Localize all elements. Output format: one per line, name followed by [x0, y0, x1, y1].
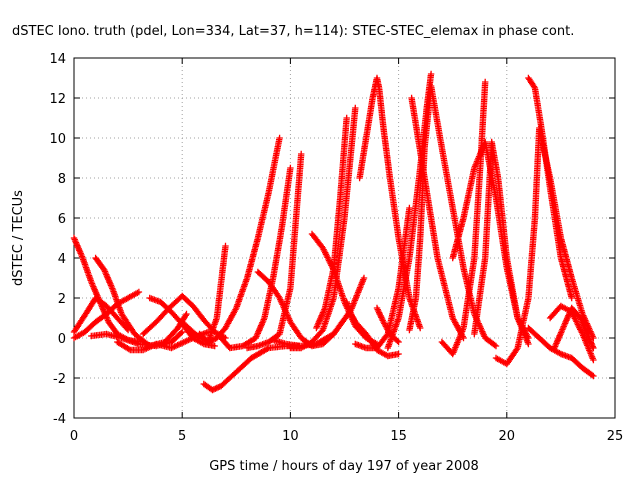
series-arc [200, 342, 303, 394]
series-markers [313, 114, 350, 332]
x-tick-label: 15 [390, 429, 407, 444]
series-markers [70, 294, 132, 336]
x-tick-label: 25 [607, 429, 624, 444]
x-axis: 0 5 10 15 20 25 [70, 58, 623, 444]
series-arc [352, 204, 413, 352]
series-markers [196, 134, 283, 346]
series-arc [70, 294, 132, 336]
y-tick-label: 6 [58, 212, 66, 227]
series-arc [243, 150, 305, 352]
x-tick-label: 5 [178, 429, 186, 444]
series-markers [551, 304, 597, 352]
series-markers [408, 94, 467, 342]
x-tick-label: 0 [70, 429, 78, 444]
y-tick-label: 8 [58, 172, 66, 187]
series-markers [243, 150, 305, 352]
series-markers [200, 342, 303, 394]
series-markers [308, 230, 381, 348]
y-tick-label: 2 [58, 292, 66, 307]
series-arc [525, 74, 575, 302]
chart-title: dSTEC Iono. truth (pdel, Lon=334, Lat=37… [12, 24, 574, 39]
series-arc [525, 324, 597, 380]
series-group [70, 70, 597, 394]
x-axis-label: GPS time / hours of day 197 of year 2008 [209, 459, 479, 474]
y-tick-label: 12 [49, 92, 66, 107]
x-tick-label: 10 [282, 429, 299, 444]
series-arc [196, 134, 283, 346]
series-markers [525, 74, 575, 302]
series-arc [313, 114, 350, 332]
y-axis: -4 -2 0 2 4 6 8 10 12 14 [49, 52, 615, 427]
y-axis-label: dSTEC / TECUs [11, 190, 26, 286]
y-tick-label: 14 [49, 52, 66, 67]
y-tick-label: 4 [58, 252, 66, 267]
series-markers [352, 204, 413, 352]
series-markers [373, 304, 402, 346]
series-markers [471, 138, 532, 342]
x-tick-label: 20 [499, 429, 516, 444]
y-tick-label: -4 [53, 412, 66, 427]
series-arc [551, 304, 597, 352]
y-tick-label: -2 [53, 372, 66, 387]
series-arc [308, 230, 381, 348]
series-arc [408, 94, 467, 342]
series-arc [471, 138, 532, 342]
series-arc [373, 304, 402, 346]
y-tick-label: 10 [49, 132, 66, 147]
series-markers [525, 324, 597, 380]
y-tick-label: 0 [58, 332, 66, 347]
